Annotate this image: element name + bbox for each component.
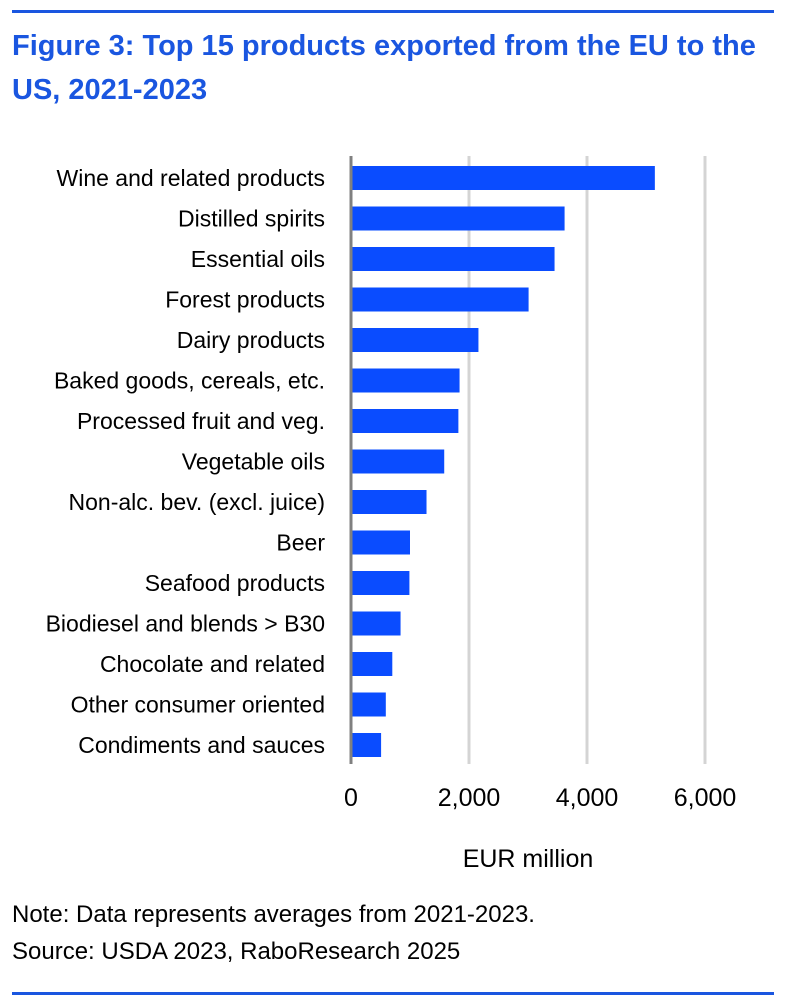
category-label-other-consumer-oriented: Other consumer oriented [71, 692, 325, 718]
bar-chocolate-and-related [351, 652, 393, 676]
bar-forest-products [351, 287, 529, 312]
category-label-dairy-products: Dairy products [177, 327, 325, 353]
figure-note: Note: Data represents averages from 2021… [12, 901, 535, 928]
category-label-non-alc-bev-excl-juice: Non-alc. bev. (excl. juice) [69, 489, 326, 515]
category-label-baked-goods-cereals-etc: Baked goods, cereals, etc. [54, 368, 325, 394]
bar-vegetable-oils [351, 449, 445, 474]
category-label-chocolate-and-related: Chocolate and related [100, 651, 325, 677]
bar-beer [351, 530, 410, 555]
bar-other-consumer-oriented [351, 692, 386, 717]
category-label-condiments-and-sauces: Condiments and sauces [78, 732, 325, 758]
category-label-forest-products: Forest products [165, 287, 325, 313]
figure-source: Source: USDA 2023, RaboResearch 2025 [12, 938, 461, 965]
category-label-wine-and-related-products: Wine and related products [57, 165, 326, 191]
x-tick-label-1: 2,000 [438, 784, 501, 812]
bottom-rule [12, 992, 774, 995]
category-label-distilled-spirits: Distilled spirits [178, 206, 325, 232]
category-label-vegetable-oils: Vegetable oils [182, 449, 325, 475]
category-label-processed-fruit-and-veg: Processed fruit and veg. [77, 408, 325, 434]
x-axis-title: EUR million [463, 845, 594, 873]
category-label-essential-oils: Essential oils [191, 246, 325, 272]
category-label-biodiesel-and-blends-b30: Biodiesel and blends > B30 [46, 611, 325, 637]
bar-seafood-products [351, 571, 410, 595]
bar-non-alc-bev-excl-juice [351, 490, 427, 514]
top-rule [12, 10, 774, 13]
bar-wine-and-related-products [351, 166, 655, 190]
bar-distilled-spirits [351, 206, 565, 231]
bar-essential-oils [351, 247, 555, 271]
bar-baked-goods-cereals-etc [351, 368, 460, 393]
bar-dairy-products [351, 328, 479, 352]
bar-chart: Wine and related products Distilled spiri… [0, 150, 785, 880]
bar-condiments-and-sauces [351, 733, 382, 757]
figure-title: Figure 3: Top 15 products exported from … [12, 30, 756, 106]
x-tick-label-2: 4,000 [556, 784, 619, 812]
x-tick-label-3: 6,000 [674, 784, 737, 812]
figure-notes: Note: Data represents averages from 2021… [12, 896, 774, 970]
category-label-beer: Beer [276, 530, 325, 556]
x-tick-label-0: 0 [344, 784, 358, 812]
bar-biodiesel-and-blends-b30 [351, 611, 401, 636]
bar-processed-fruit-and-veg [351, 409, 459, 433]
category-label-seafood-products: Seafood products [145, 570, 325, 596]
bar-chart-svg: Wine and related products Distilled spiri… [46, 156, 737, 873]
